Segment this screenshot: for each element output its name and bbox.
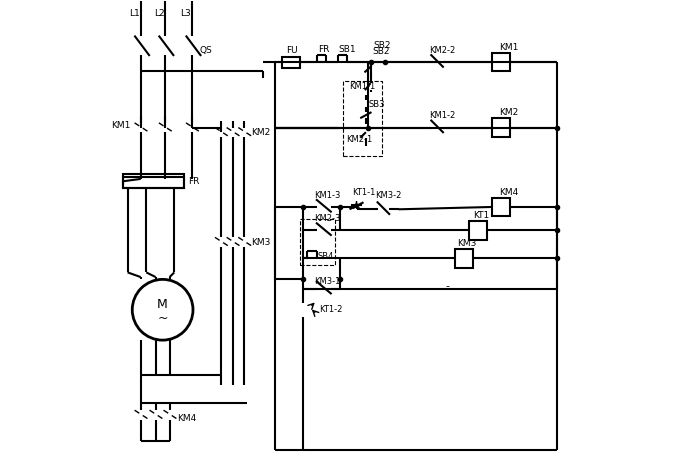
Text: KM4: KM4	[177, 414, 196, 423]
Text: KM2: KM2	[251, 128, 271, 137]
Text: KT1: KT1	[473, 211, 490, 220]
Text: L3: L3	[181, 8, 191, 17]
Text: KM2: KM2	[499, 108, 519, 117]
Text: FR: FR	[188, 177, 200, 186]
Text: KM1-2: KM1-2	[429, 111, 456, 120]
Bar	[123, 177, 184, 188]
Text: SB4: SB4	[318, 251, 334, 260]
Text: L1: L1	[129, 8, 140, 17]
Text: SB2: SB2	[373, 47, 390, 56]
Text: KM1-1: KM1-1	[349, 82, 376, 91]
Text: SB2: SB2	[373, 41, 391, 50]
Text: KM3-2: KM3-2	[375, 191, 401, 200]
Text: KM3: KM3	[457, 239, 476, 248]
Text: ~: ~	[158, 312, 168, 325]
Text: KM2-3: KM2-3	[314, 214, 341, 223]
Text: KT1-2: KT1-2	[319, 305, 342, 314]
Text: -: -	[445, 282, 449, 291]
Text: KT1-1: KT1-1	[352, 188, 375, 197]
Text: KM2-1: KM2-1	[346, 135, 372, 144]
Bar	[493, 197, 510, 216]
Text: KM3: KM3	[251, 237, 271, 246]
Bar	[342, 81, 382, 156]
Text: KM4: KM4	[499, 188, 519, 196]
Bar	[455, 249, 473, 268]
Text: KM2-2: KM2-2	[429, 46, 456, 55]
Text: KM1: KM1	[499, 43, 519, 52]
Bar	[301, 219, 336, 266]
Bar	[123, 174, 184, 188]
Bar	[493, 118, 510, 137]
Bar	[469, 221, 487, 240]
Text: KM1-3: KM1-3	[314, 191, 341, 200]
Text: L2: L2	[154, 8, 164, 17]
Text: QS: QS	[200, 46, 213, 55]
Text: KM1: KM1	[111, 121, 131, 130]
Text: KM3-1: KM3-1	[314, 277, 341, 286]
Bar	[493, 53, 510, 71]
Text: M: M	[158, 298, 168, 311]
Text: SB1: SB1	[339, 45, 356, 54]
Text: FR: FR	[318, 45, 329, 54]
Bar	[282, 56, 301, 68]
Text: SB3: SB3	[369, 100, 385, 109]
Text: FU: FU	[286, 46, 298, 55]
